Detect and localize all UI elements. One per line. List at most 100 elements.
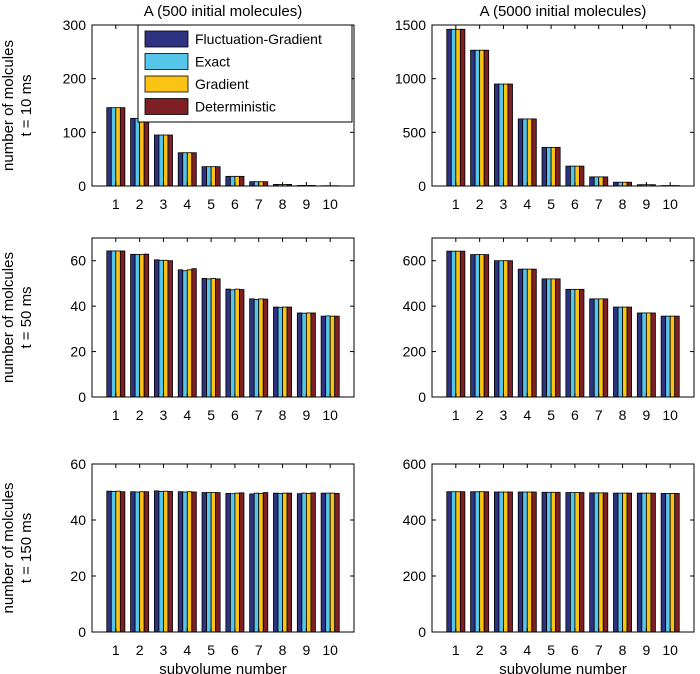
legend-label: Exact — [195, 54, 230, 70]
x-tick-label: 6 — [571, 196, 579, 212]
bar-gradient-5 — [210, 492, 217, 633]
bar-deterministic-1 — [119, 250, 126, 398]
chart-panel-1-2: 0 500 1000 1500 1 2 3 4 5 6 7 8 9 10 A (5000 initial m… — [395, 3, 695, 212]
bar-gradient-10 — [329, 492, 336, 633]
bar-exact-3 — [158, 491, 164, 633]
legend-swatch-exact — [144, 53, 189, 70]
bar-gradient-8 — [622, 181, 628, 187]
x-tick-label: 7 — [255, 196, 263, 212]
bar-fluctuation-gradient-4 — [517, 268, 524, 398]
bar-deterministic-6 — [239, 492, 245, 633]
y-tick-label: 0 — [418, 624, 426, 640]
bar-fluctuation-gradient-1 — [446, 28, 452, 187]
x-tick-label: 9 — [302, 407, 310, 423]
bar-gradient-8 — [622, 306, 628, 398]
bar-gradient-6 — [574, 165, 580, 187]
x-tick-label: 3 — [160, 407, 168, 423]
bar-fluctuation-gradient-9 — [636, 492, 643, 633]
bar-exact-5 — [546, 146, 552, 187]
bar-gradient-7 — [258, 492, 264, 633]
bar-gradient-4 — [186, 152, 193, 187]
x-tick-label: 6 — [231, 407, 239, 423]
bar-exact-7 — [593, 176, 600, 187]
bar-exact-2 — [474, 49, 481, 187]
x-tick-label: 5 — [547, 407, 555, 423]
bar-gradient-7 — [258, 298, 264, 398]
bar-gradient-5 — [210, 166, 217, 187]
bar-fluctuation-gradient-2 — [470, 254, 476, 398]
bar-fluctuation-gradient-8 — [613, 181, 619, 187]
x-tick-label: 7 — [595, 196, 603, 212]
x-tick-label: 3 — [160, 196, 168, 212]
bar-gradient-7 — [598, 298, 604, 398]
bar-gradient-6 — [574, 288, 580, 398]
bar-fluctuation-gradient-7 — [589, 492, 595, 633]
bar-gradient-1 — [455, 491, 461, 633]
bar-exact-8 — [277, 492, 283, 633]
x-tick-label: 8 — [279, 196, 287, 212]
x-tick-label: 7 — [255, 642, 263, 658]
bar-exact-7 — [593, 298, 600, 398]
bar-gradient-9 — [645, 492, 652, 633]
x-tick-label: 6 — [571, 642, 579, 658]
bar-fluctuation-gradient-3 — [153, 259, 160, 398]
x-tick-label: 2 — [136, 407, 144, 423]
bar-exact-10 — [325, 315, 331, 398]
y-tick-label: 400 — [403, 298, 427, 314]
x-tick-label: 5 — [207, 407, 215, 423]
bar-exact-1 — [110, 107, 117, 187]
y-tick-label: 0 — [78, 178, 86, 194]
bar-fluctuation-gradient-2 — [470, 491, 476, 633]
bar-exact-8 — [617, 306, 623, 398]
x-tick-label: 6 — [231, 196, 239, 212]
bar-gradient-4 — [526, 118, 533, 187]
bar-deterministic-2 — [483, 254, 490, 398]
x-tick-label: 10 — [322, 196, 338, 212]
x-tick-label: 6 — [231, 642, 239, 658]
panel-title: A (500 initial molecules) — [144, 3, 302, 20]
plot-frame — [431, 237, 695, 398]
bar-gradient-1 — [115, 490, 121, 633]
x-tick-label: 5 — [207, 642, 215, 658]
x-tick-label: 2 — [476, 196, 484, 212]
bar-deterministic-7 — [602, 298, 609, 398]
x-tick-label: 10 — [662, 407, 678, 423]
bar-gradient-4 — [186, 269, 193, 398]
y-axis-label-line-1: number of molcules — [0, 40, 17, 171]
bar-gradient-3 — [163, 134, 169, 187]
bar-fluctuation-gradient-2 — [470, 49, 476, 187]
bar-fluctuation-gradient-5 — [201, 492, 207, 633]
bar-exact-6 — [229, 289, 236, 398]
bar-gradient-4 — [526, 268, 533, 398]
bar-deterministic-1 — [119, 491, 126, 633]
chart-panel-3-2: 0 200 400 600 1 2 3 4 5 6 7 8 9 10 subvolume number — [403, 456, 695, 674]
bar-fluctuation-gradient-5 — [541, 146, 547, 187]
x-tick-label: 4 — [523, 196, 531, 212]
plot-frame — [431, 463, 695, 633]
y-tick-label: 400 — [403, 512, 427, 528]
legend-label: Fluctuation-Gradient — [195, 31, 322, 47]
x-tick-label: 3 — [500, 407, 508, 423]
bar-exact-6 — [569, 288, 576, 398]
x-tick-label: 3 — [500, 196, 508, 212]
bar-fluctuation-gradient-4 — [177, 491, 184, 633]
bar-gradient-2 — [139, 491, 145, 633]
bar-gradient-7 — [598, 176, 604, 187]
bar-deterministic-3 — [167, 491, 173, 633]
bar-deterministic-5 — [215, 278, 221, 398]
y-tick-label: 1000 — [395, 71, 426, 87]
bar-deterministic-6 — [579, 288, 585, 398]
bar-fluctuation-gradient-7 — [589, 298, 595, 398]
x-tick-label: 8 — [279, 407, 287, 423]
bar-exact-4 — [182, 270, 188, 398]
x-tick-label: 7 — [595, 407, 603, 423]
x-axis-label: subvolume number — [499, 661, 627, 674]
bar-gradient-7 — [258, 181, 264, 187]
bar-deterministic-7 — [602, 492, 609, 633]
bar-exact-2 — [134, 253, 141, 398]
bar-gradient-1 — [115, 250, 121, 398]
bar-gradient-4 — [526, 491, 533, 633]
bar-exact-3 — [498, 491, 504, 633]
